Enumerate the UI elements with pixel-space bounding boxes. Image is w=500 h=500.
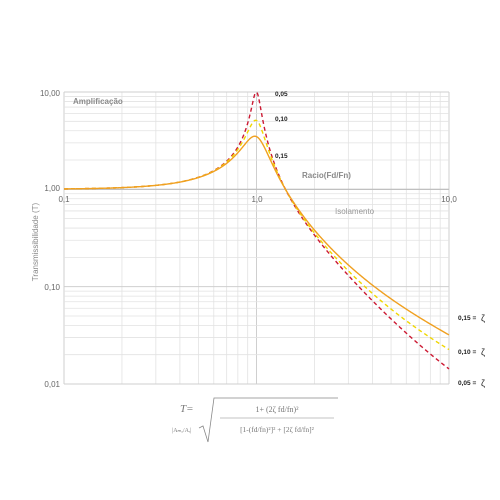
series-line-zeta-0-15 xyxy=(63,135,450,336)
zeta-symbol-0-10: ζ xyxy=(481,347,485,357)
annotation-isolation: Isolamento xyxy=(335,207,375,216)
chart-labels: 10,00 1,00 0,10 0,01 0,1 1,0 10,0 Transm… xyxy=(31,89,485,389)
end-label-0-05: 0,05 = xyxy=(458,380,476,387)
zeta-symbol-0-05: ζ xyxy=(481,378,485,388)
formula-abs-term: |Aₘₐ/Aᵣ| xyxy=(172,428,192,434)
formula-lhs: T= xyxy=(180,403,194,415)
peak-label-0-10: 0,10 xyxy=(275,116,288,123)
formula-radical xyxy=(198,397,338,443)
curves xyxy=(63,92,450,370)
x-axis-label: Racio(Fd/Fn) xyxy=(302,171,351,180)
end-label-0-10: 0,10 = xyxy=(458,349,476,356)
y-tick-label-1: 1,00 xyxy=(44,184,60,193)
end-label-0-15: 0,15 = xyxy=(458,315,476,322)
peak-label-0-05: 0,05 xyxy=(275,91,288,98)
annotation-amplification: Amplificação xyxy=(73,97,123,106)
formula-numerator: 1+ (2ζ fd/fn)² xyxy=(255,405,299,414)
transmissibility-formula: T= |Aₘₐ/Aᵣ| 1+ (2ζ fd/fn)² [1-(fd/fn)²]²… xyxy=(172,397,338,443)
y-tick-label-0-01: 0,01 xyxy=(44,380,60,389)
zeta-symbol-0-15: ζ xyxy=(481,313,485,323)
x-tick-label-10: 10,0 xyxy=(441,195,457,204)
x-tick-label-0-1: 0,1 xyxy=(58,195,70,204)
chart-grid xyxy=(63,91,450,385)
peak-label-0-15: 0,15 xyxy=(275,153,288,160)
formula-denominator: [1-(fd/fn)²]² + [2ζ fd/fn]² xyxy=(240,425,315,434)
y-tick-label-10: 10,00 xyxy=(40,89,61,98)
y-tick-label-0-1: 0,10 xyxy=(44,283,60,292)
x-tick-label-1: 1,0 xyxy=(251,195,263,204)
y-axis-label: Transmissibilidade (T) xyxy=(31,202,40,281)
